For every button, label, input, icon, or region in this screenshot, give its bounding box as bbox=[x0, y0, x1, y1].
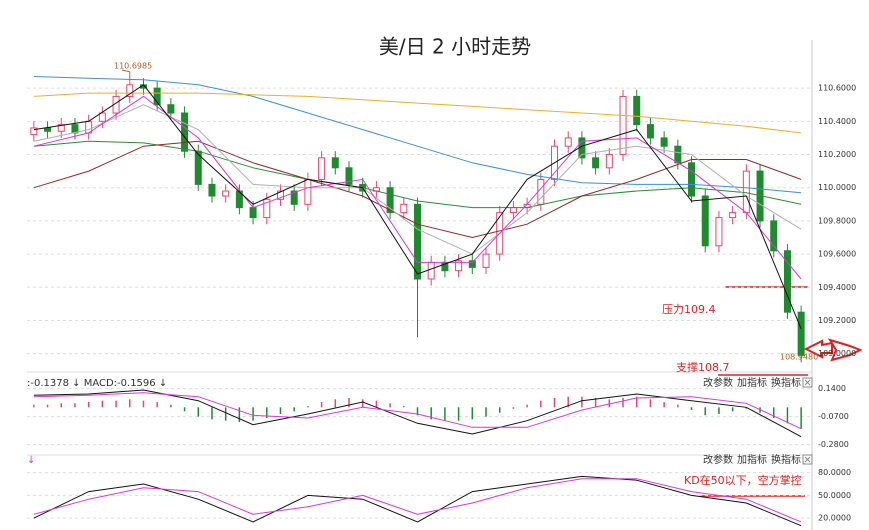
close-icon bbox=[804, 456, 811, 463]
y-tick-label: -0.2800 bbox=[818, 440, 849, 449]
annotation: 支撑108.7 bbox=[676, 360, 730, 374]
y-tick-label: 50.0000 bbox=[818, 491, 851, 500]
candle-body bbox=[290, 190, 298, 205]
y-tick-label: 109.6000 bbox=[818, 250, 856, 259]
candle-body bbox=[797, 311, 805, 356]
indicator-line bbox=[33, 104, 802, 255]
toolbar-button[interactable]: 加指标 bbox=[737, 453, 767, 466]
indicator-line bbox=[33, 140, 802, 209]
candle-body bbox=[660, 137, 668, 147]
candle-body bbox=[304, 178, 312, 205]
toolbar-button[interactable]: 改参数 bbox=[703, 453, 733, 466]
candle-body bbox=[249, 207, 257, 219]
annotation: 108.9480 bbox=[780, 353, 818, 362]
candle-body bbox=[482, 253, 490, 268]
candle-body bbox=[126, 84, 134, 97]
indicator-line bbox=[33, 392, 802, 430]
y-tick-label: 0.1400 bbox=[818, 384, 846, 393]
candle-body bbox=[98, 112, 106, 122]
candle-body bbox=[414, 203, 421, 280]
candle-body bbox=[235, 190, 243, 209]
y-tick-label: -0.0700 bbox=[818, 412, 849, 421]
candle-body bbox=[605, 154, 613, 169]
candle-body bbox=[783, 250, 791, 313]
candle-body bbox=[386, 187, 394, 214]
candle-body bbox=[30, 127, 38, 136]
candle-body bbox=[455, 260, 463, 272]
candle-body bbox=[276, 190, 284, 200]
indicator-line bbox=[33, 478, 802, 523]
annotation: 压力109.4 bbox=[662, 303, 716, 316]
toolbar-button[interactable]: 改参数 bbox=[703, 376, 733, 389]
toolbar-button[interactable]: 加指标 bbox=[737, 376, 767, 389]
annotation: KD在50以下，空方掌控 bbox=[684, 473, 802, 487]
candle-body bbox=[701, 195, 709, 247]
y-tick-label: 109.4000 bbox=[818, 283, 856, 292]
y-tick-label: 109.8000 bbox=[818, 216, 856, 225]
y-tick-label: 110.0000 bbox=[818, 183, 856, 192]
annotation-pointer bbox=[121, 69, 130, 73]
chart-title: 美/日 2 小时走势 bbox=[379, 35, 531, 59]
indicator-header: ↓ bbox=[27, 455, 35, 466]
candle-body bbox=[427, 261, 435, 280]
y-tick-label: 109.2000 bbox=[818, 316, 856, 325]
candle-body bbox=[44, 127, 52, 132]
candle-body bbox=[509, 207, 517, 214]
toolbar-button[interactable]: 换指标 bbox=[771, 376, 801, 389]
toolbar-button[interactable]: 换指标 bbox=[771, 453, 801, 466]
indicator-line bbox=[33, 92, 802, 134]
y-tick-label: 80.0000 bbox=[818, 468, 851, 477]
y-tick-label: 110.4000 bbox=[818, 117, 856, 126]
candle-body bbox=[619, 95, 627, 156]
candle-body bbox=[633, 95, 641, 126]
indicator-line bbox=[33, 140, 802, 239]
indicator-header: :-0.1378 ↓ MACD:-0.1596 ↓ bbox=[27, 378, 167, 389]
candle-body bbox=[742, 170, 750, 214]
close-icon bbox=[804, 379, 811, 386]
candle-body bbox=[646, 124, 654, 139]
candle-body bbox=[400, 203, 408, 214]
candle-body bbox=[331, 157, 339, 169]
candle-body bbox=[153, 87, 161, 106]
candle-body bbox=[715, 217, 723, 247]
candle-body bbox=[770, 220, 778, 252]
candle-body bbox=[729, 212, 737, 219]
annotation: 110.6985 bbox=[114, 62, 152, 71]
candle-body bbox=[345, 167, 353, 185]
arrow-icon bbox=[827, 338, 863, 362]
candle-body bbox=[564, 137, 572, 147]
candle-body bbox=[468, 260, 476, 268]
indicator-line bbox=[33, 76, 802, 194]
candle-body bbox=[208, 183, 216, 197]
candle-body bbox=[181, 112, 189, 152]
indicator-line bbox=[33, 84, 802, 329]
y-tick-label: 20.0000 bbox=[818, 514, 851, 523]
candle-body bbox=[318, 157, 326, 180]
arrow-icon bbox=[803, 339, 833, 359]
y-tick-label: 110.2000 bbox=[818, 150, 856, 159]
candle-body bbox=[167, 104, 175, 114]
y-tick-label: 109.0000 bbox=[818, 349, 856, 358]
candle-body bbox=[263, 198, 271, 219]
y-tick-label: 110.6000 bbox=[818, 84, 856, 93]
candle-body bbox=[592, 157, 600, 169]
indicator-line bbox=[33, 95, 802, 280]
candle-body bbox=[688, 162, 696, 197]
candle-body bbox=[57, 124, 65, 132]
candle-body bbox=[674, 145, 682, 164]
candle-body bbox=[222, 190, 230, 197]
